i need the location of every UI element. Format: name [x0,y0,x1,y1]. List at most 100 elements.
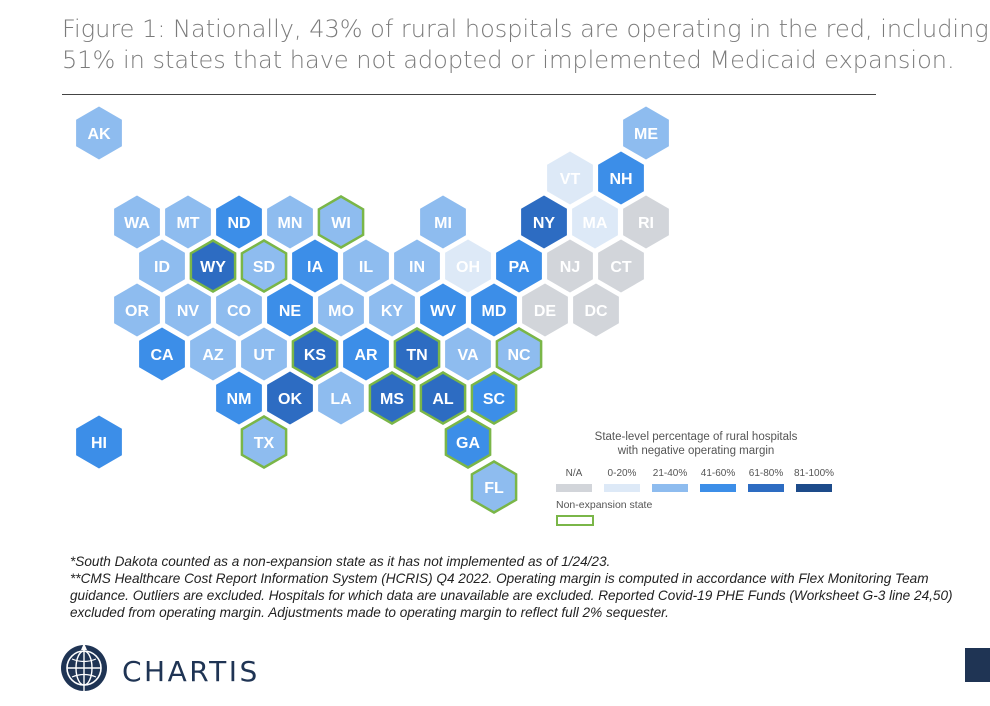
state-tile-mo: MO [318,283,364,337]
state-tile-ny: NY [521,195,567,249]
legend-label: 0-20% [607,468,637,479]
state-hex-wi [317,195,365,249]
state-label-ak: AK [87,126,111,143]
state-label-vt: VT [560,171,581,188]
state-tile-fl: FL [470,460,518,514]
state-hex-nv [165,283,211,337]
state-hex-ri [623,195,669,249]
hex-tile-map: AK ME VT NH WA MT ND MN WI MI NY MA RI ID WY SD IA IL IN OH… [76,106,669,514]
state-label-md: MD [482,303,507,320]
state-label-nc: NC [507,347,531,364]
state-hex-ar [343,327,389,381]
state-hex-ak [76,106,122,160]
state-hex-ga [444,415,492,469]
legend-title: State-level percentage of rural hospital… [552,430,840,458]
state-label-nh: NH [609,171,632,188]
state-label-ny: NY [533,215,556,232]
state-label-nd: ND [227,215,250,232]
state-tile-al: AL [419,371,467,425]
legend-title-line-2: with negative operating margin [617,445,775,457]
state-label-ia: IA [307,259,323,276]
state-label-nj: NJ [560,259,580,276]
figure-title-line-2: 51% in states that have not adopted or i… [62,46,955,74]
corner-accent [965,648,990,682]
state-hex-nm [216,371,262,425]
legend-label: N/A [565,468,583,479]
state-label-hi: HI [91,435,107,452]
state-tile-ma: MA [572,195,618,249]
state-tile-nd: ND [216,195,262,249]
state-tile-wi: WI [317,195,365,249]
state-tile-sc: SC [470,371,518,425]
state-tile-mt: MT [165,195,211,249]
legend-swatch [748,484,784,492]
state-label-az: AZ [202,347,224,364]
state-tile-az: AZ [190,327,236,381]
state-hex-wv [420,283,466,337]
state-label-ca: CA [150,347,174,364]
state-tile-me: ME [623,106,669,160]
state-label-or: OR [125,303,149,320]
state-tile-dc: DC [573,283,619,337]
state-label-ct: CT [610,259,632,276]
state-hex-mo [318,283,364,337]
state-label-ma: MA [583,215,608,232]
legend-swatch [796,484,832,492]
state-tile-wa: WA [114,195,160,249]
legend-swatch [700,484,736,492]
logo-wordmark: CHARTIS [122,655,260,688]
state-hex-ok [267,371,313,425]
legend-label: 61-80% [748,468,784,479]
state-tile-la: LA [318,371,364,425]
state-hex-vt [547,151,593,205]
state-tile-ar: AR [343,327,389,381]
state-tile-ne: NE [267,283,313,337]
legend-item-41-60: 41-60% [698,468,738,492]
state-hex-va [445,327,491,381]
state-label-mo: MO [328,303,354,320]
state-tile-ct: CT [598,239,644,293]
state-label-wy: WY [200,259,226,276]
state-tile-va: VA [445,327,491,381]
state-hex-ny [521,195,567,249]
state-label-ga: GA [456,435,480,452]
state-label-oh: OH [456,259,480,276]
state-hex-wy [189,239,237,293]
state-hex-ne [267,283,313,337]
state-tile-ri: RI [623,195,669,249]
figure-title: Figure 1: Nationally, 43% of rural hospi… [62,14,989,76]
legend-title-line-1: State-level percentage of rural hospital… [594,431,798,443]
state-tile-wv: WV [420,283,466,337]
state-tile-vt: VT [547,151,593,205]
chartis-logo: CHARTIS [58,642,278,694]
state-hex-mi [420,195,466,249]
state-tile-in: IN [394,239,440,293]
state-hex-wa [114,195,160,249]
legend-label: 81-100% [794,468,835,479]
state-label-va: VA [457,347,478,364]
state-hex-sd [240,239,288,293]
state-hex-nd [216,195,262,249]
state-tile-ak: AK [76,106,122,160]
state-hex-nh [598,151,644,205]
state-hex-la [318,371,364,425]
title-divider [62,94,876,95]
state-hex-ia [292,239,338,293]
state-tile-nh: NH [598,151,644,205]
state-tile-nm: NM [216,371,262,425]
state-label-ut: UT [253,347,275,364]
legend-item-61-80: 61-80% [746,468,786,492]
state-tile-ok: OK [267,371,313,425]
state-tile-mn: MN [267,195,313,249]
state-hex-ut [241,327,287,381]
non-expansion-swatch [556,515,594,526]
state-hex-nj [547,239,593,293]
state-tile-sd: SD [240,239,288,293]
legend-swatch [556,484,592,492]
state-label-tx: TX [254,435,275,452]
legend-label: 41-60% [700,468,736,479]
state-hex-hi [76,415,122,469]
state-label-id: ID [154,259,170,276]
state-tile-nj: NJ [547,239,593,293]
state-tile-il: IL [343,239,389,293]
